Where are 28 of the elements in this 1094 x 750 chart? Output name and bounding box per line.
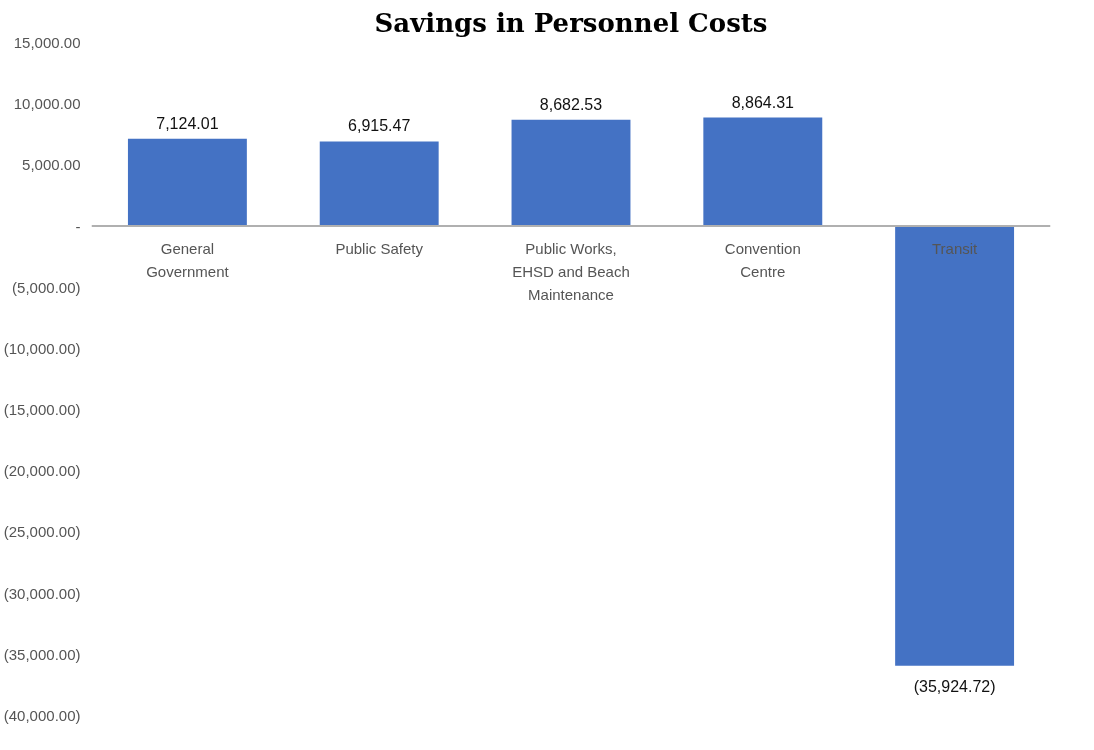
y-tick-label: (20,000.00) [3,462,81,480]
y-tick-label: (25,000.00) [3,523,81,541]
y-tick-label: (5,000.00) [12,278,81,296]
x-tick-label: General Government [146,240,230,280]
y-tick-label: 15,000.00 [13,34,81,51]
y-tick-label: (35,000.00) [3,645,81,663]
data-label: 6,915.47 [348,117,411,135]
data-label: 7,124.01 [156,114,219,132]
y-tick-label: (30,000.00) [3,584,81,602]
y-tick-label: (15,000.00) [3,401,81,419]
y-tick-label: 5,000.00 [22,156,81,174]
bar [895,226,1015,666]
y-tick-label: 10,000.00 [13,95,81,113]
y-tick-label: (40,000.00) [3,707,81,724]
x-tick-label: Transit [931,240,979,258]
bar [319,141,439,227]
y-tick-label: (10,000.00) [3,339,81,357]
bar [703,117,823,227]
x-tick-label: Convention Centre [724,240,801,280]
y-tick-label: - [75,217,81,235]
x-tick-label: Public Safety [335,240,424,258]
data-label: 8,682.53 [539,95,603,113]
x-tick-label: Public Works, EHSD and Beach Maintenance [512,240,630,303]
data-label: (35,924.72) [913,677,996,695]
bar [127,138,247,227]
chart-title: Savings in Personnel Costs [374,7,768,38]
bar [511,119,631,227]
data-label: 8,864.31 [731,93,795,111]
